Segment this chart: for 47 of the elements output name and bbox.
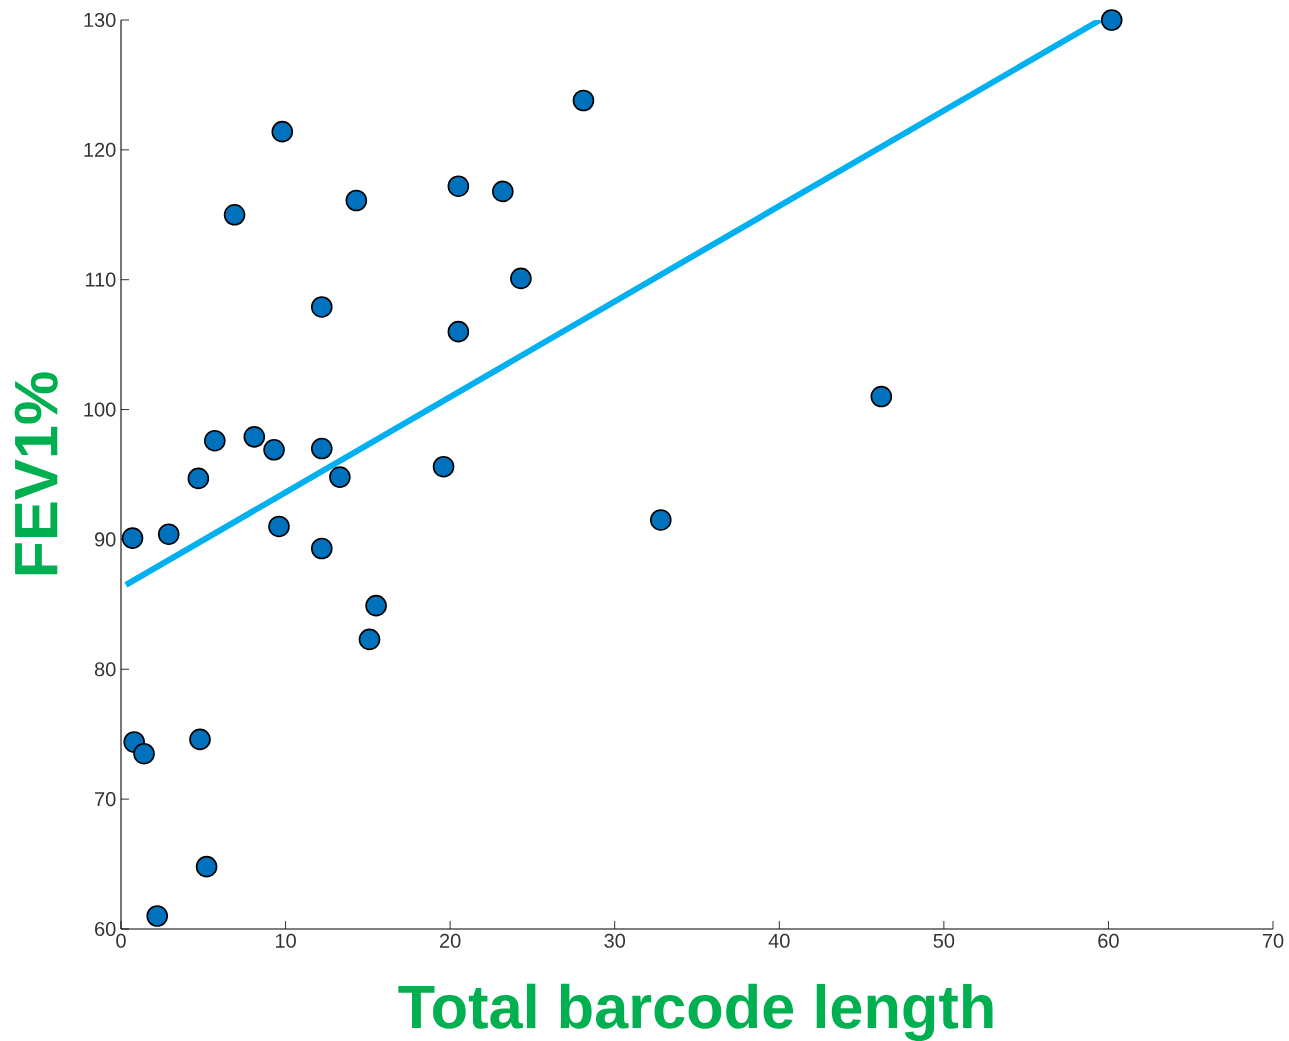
x-tick-label: 50 [933,933,955,948]
point [870,385,893,408]
point [510,267,532,290]
point [157,523,180,546]
point [223,203,246,226]
x-axis-title: Total barcode length [398,983,993,1041]
point [329,466,351,488]
y-tick-label: 70 [95,792,116,807]
x-tick-label: 20 [440,933,461,948]
point [447,320,470,343]
point [447,175,470,197]
point [1100,9,1123,31]
point [146,905,169,927]
point [263,439,285,461]
point [243,426,266,448]
point [310,537,333,560]
y-tick-label: 100 [84,402,116,417]
point [187,467,210,490]
y-tick-label: 60 [95,921,116,937]
x-tick-label: 40 [768,933,790,948]
point [133,742,155,765]
point [189,728,211,751]
point [572,89,595,112]
point [432,455,455,478]
y-tick-label: 80 [94,662,116,677]
point [492,180,514,203]
point [358,628,381,651]
point [204,429,226,452]
point [365,594,387,617]
y-tick-label: 120 [84,142,116,157]
x-tick-label: 30 [604,933,626,948]
y-tick-label: 130 [84,12,116,28]
x-tick-label: 10 [275,933,296,948]
x-tick-label: 60 [1098,933,1119,948]
y-axis-title: FEV1% [14,372,58,575]
point [271,120,294,143]
point [195,855,218,878]
x-tick-label: 0 [116,933,126,948]
point [121,527,144,549]
point [345,189,368,212]
y-tick-label: 90 [94,532,116,547]
point [310,296,333,318]
point [650,509,672,531]
point [310,437,333,460]
x-tick-label: 70 [1262,933,1284,948]
y-tick-label: 110 [85,272,116,287]
point [268,515,290,538]
